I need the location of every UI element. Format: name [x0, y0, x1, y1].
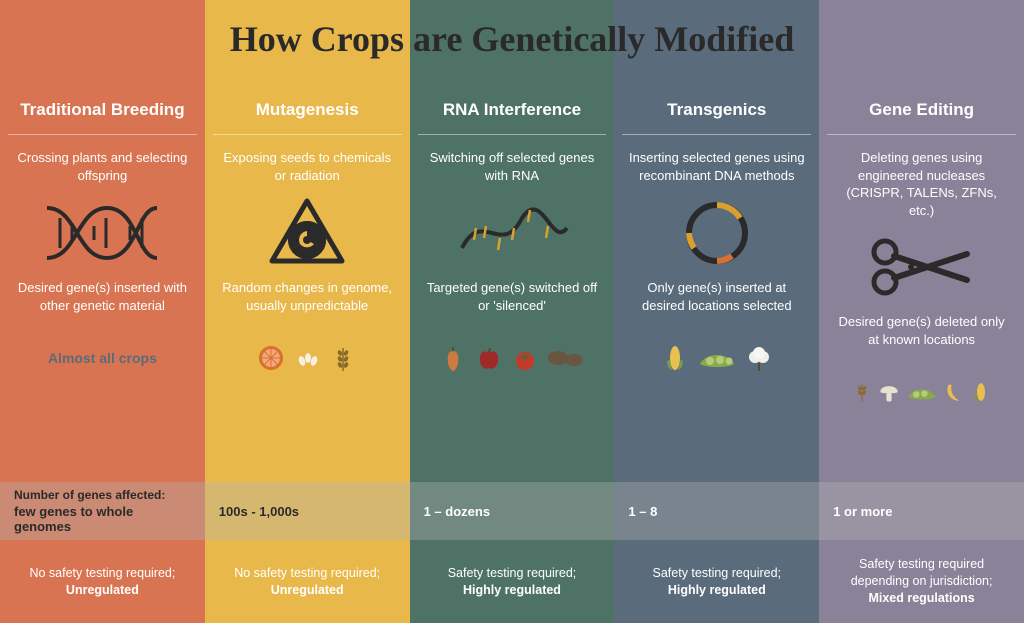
crops-label: Almost all crops	[0, 331, 205, 385]
safety-line: Safety testing required;	[448, 565, 577, 582]
rna-icon	[410, 193, 615, 273]
genes-value: 1 or more	[833, 504, 1010, 519]
genes-cell: 1 – 8	[614, 482, 819, 540]
safety-bold: Highly regulated	[668, 582, 766, 599]
safety-cell: Safety testing required depending on jur…	[819, 540, 1024, 623]
genes-cell: 1 or more	[819, 482, 1024, 540]
crops-icons	[410, 331, 615, 385]
desc-top: Exposing seeds to chemicals or radiation	[205, 135, 410, 193]
desc-bottom: Targeted gene(s) switched off or 'silenc…	[410, 273, 615, 331]
desc-top: Switching off selected genes with RNA	[410, 135, 615, 193]
crops-icons	[205, 331, 410, 385]
safety-row: No safety testing required; Unregulated …	[0, 540, 1024, 623]
genes-cell: 1 – dozens	[410, 482, 615, 540]
genes-value: 1 – 8	[628, 504, 805, 519]
apple-icon	[474, 343, 504, 373]
col-header: Transgenics	[614, 86, 819, 134]
safety-line: Safety testing required;	[653, 565, 782, 582]
tomato-icon	[510, 343, 540, 373]
safety-line: No safety testing required;	[234, 565, 380, 582]
wheat-icon	[851, 377, 873, 407]
squash-icon	[438, 343, 468, 373]
col-header: RNA Interference	[410, 86, 615, 134]
safety-bold: Unregulated	[271, 582, 344, 599]
desc-bottom: Random changes in genome, usually unpred…	[205, 273, 410, 331]
safety-cell: No safety testing required; Unregulated	[205, 540, 410, 623]
radiation-icon	[205, 193, 410, 273]
rice-icon	[292, 343, 322, 373]
desc-bottom: Desired gene(s) inserted with other gene…	[0, 273, 205, 331]
genes-value: few genes to whole genomes	[14, 504, 191, 534]
col-header: Gene Editing	[819, 86, 1024, 134]
genes-label: Number of genes affected:	[14, 488, 191, 502]
crops-icons	[819, 365, 1024, 419]
col-header: Mutagenesis	[205, 86, 410, 134]
genes-affected-row: Number of genes affected: few genes to w…	[0, 482, 1024, 540]
desc-bottom: Only gene(s) inserted at desired locatio…	[614, 273, 819, 331]
desc-bottom: Desired gene(s) deleted only at known lo…	[819, 307, 1024, 365]
desc-top: Inserting selected genes using recombina…	[614, 135, 819, 193]
safety-cell: Safety testing required; Highly regulate…	[410, 540, 615, 623]
soy-icon	[696, 346, 738, 370]
grapefruit-icon	[256, 343, 286, 373]
scissors-icon	[819, 227, 1024, 307]
safety-line: Safety testing required depending on jur…	[831, 556, 1012, 590]
genes-value: 1 – dozens	[424, 504, 601, 519]
safety-cell: No safety testing required; Unregulated	[0, 540, 205, 623]
safety-cell: Safety testing required; Highly regulate…	[614, 540, 819, 623]
desc-top: Deleting genes using engineered nuclease…	[819, 135, 1024, 227]
desc-top: Crossing plants and selecting offspring	[0, 135, 205, 193]
corn-icon	[660, 343, 690, 373]
col-header: Traditional Breeding	[0, 86, 205, 134]
potato-icon	[546, 346, 586, 370]
plasmid-icon	[614, 193, 819, 273]
crops-icons	[614, 331, 819, 385]
mushroom-icon	[876, 379, 902, 405]
soy-icon	[905, 381, 939, 403]
corn-icon	[969, 378, 993, 406]
banana-icon	[942, 378, 966, 406]
genes-cell: 100s - 1,000s	[205, 482, 410, 540]
safety-bold: Highly regulated	[463, 582, 561, 599]
dna-icon	[0, 193, 205, 273]
cotton-icon	[744, 343, 774, 373]
safety-bold: Mixed regulations	[868, 590, 974, 607]
genes-value: 100s - 1,000s	[219, 504, 396, 519]
genes-cell: Number of genes affected: few genes to w…	[0, 482, 205, 540]
safety-bold: Unregulated	[66, 582, 139, 599]
wheat-icon	[328, 343, 358, 373]
safety-line: No safety testing required;	[29, 565, 175, 582]
